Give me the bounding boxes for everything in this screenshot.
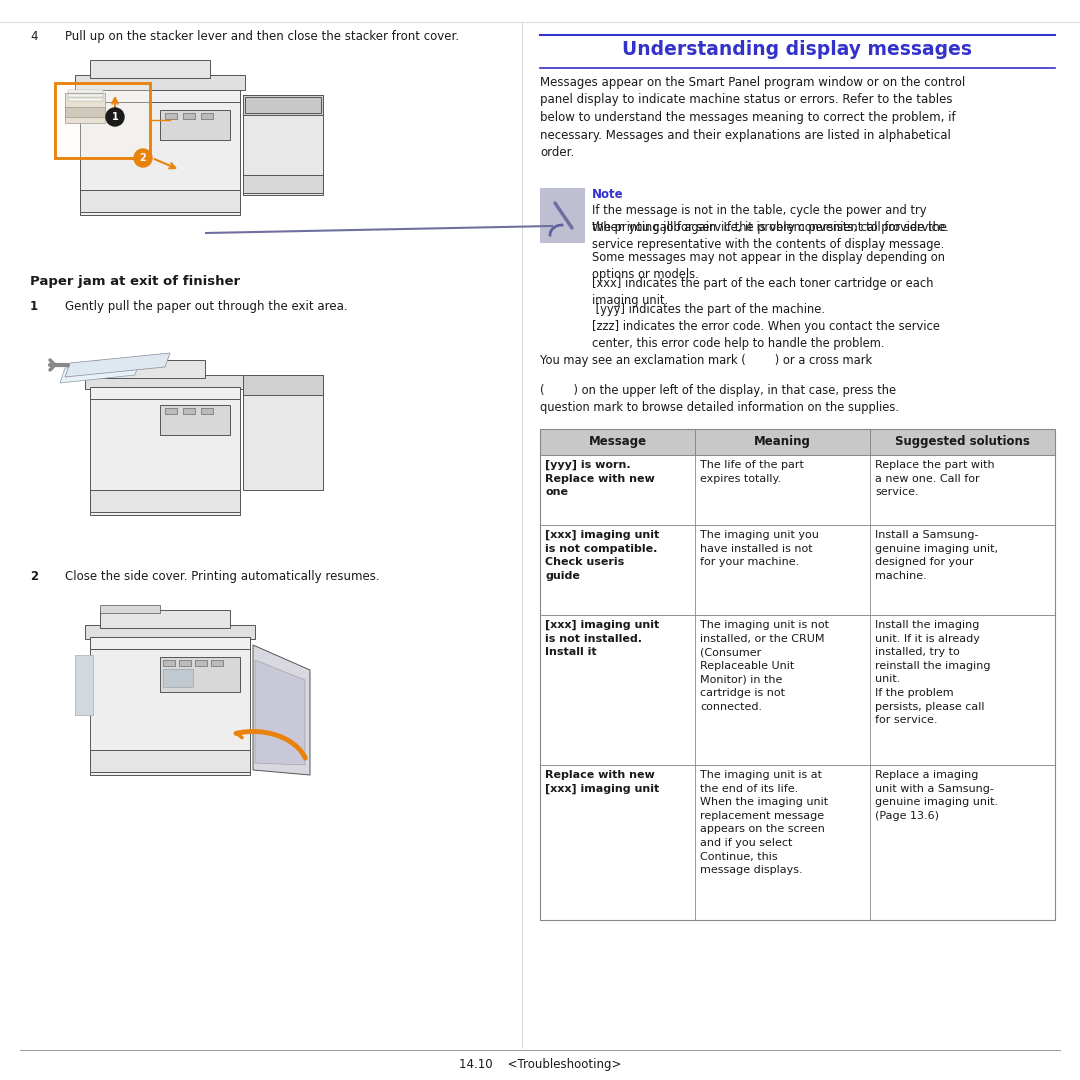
Bar xyxy=(165,408,177,414)
Bar xyxy=(211,660,222,666)
Text: Replace with new
[xxx] imaging unit: Replace with new [xxx] imaging unit xyxy=(545,770,659,794)
Text: Replace a imaging
unit with a Samsung-
genuine imaging unit.
(Page 13.6): Replace a imaging unit with a Samsung- g… xyxy=(875,770,998,821)
Bar xyxy=(243,95,323,114)
Circle shape xyxy=(106,108,124,126)
Bar xyxy=(243,175,323,193)
Bar xyxy=(160,405,230,435)
Text: Note: Note xyxy=(592,188,623,201)
Bar xyxy=(100,610,230,627)
Text: 2: 2 xyxy=(139,153,147,163)
Text: If the message is not in the table, cycle the power and try
the printing job aga: If the message is not in the table, cycl… xyxy=(592,204,948,233)
Bar xyxy=(90,387,240,399)
Text: Understanding display messages: Understanding display messages xyxy=(622,40,972,59)
Bar xyxy=(90,384,240,515)
Bar xyxy=(90,635,249,775)
Bar xyxy=(90,60,210,78)
Bar xyxy=(80,85,240,215)
Text: Messages appear on the Smart Panel program window or on the control
panel displa: Messages appear on the Smart Panel progr… xyxy=(540,76,966,159)
Text: (        ) on the upper left of the display, in that case, press the
question ma: ( ) on the upper left of the display, in… xyxy=(540,384,899,414)
Bar xyxy=(100,605,160,613)
Text: Paper jam at exit of finisher: Paper jam at exit of finisher xyxy=(30,275,240,288)
Text: 2: 2 xyxy=(30,570,38,583)
Bar xyxy=(195,660,207,666)
Bar xyxy=(90,750,249,772)
Bar xyxy=(540,615,1055,765)
Text: Replace the part with
a new one. Call for
service.: Replace the part with a new one. Call fo… xyxy=(875,460,995,497)
Text: [xxx] imaging unit
is not installed.
Install it: [xxx] imaging unit is not installed. Ins… xyxy=(545,620,659,658)
Bar xyxy=(68,94,103,97)
Text: Pull up on the stacker lever and then close the stacker front cover.: Pull up on the stacker lever and then cl… xyxy=(65,30,459,43)
Text: You may see an exclamation mark (        ) or a cross mark: You may see an exclamation mark ( ) or a… xyxy=(540,354,873,367)
Text: Meaning: Meaning xyxy=(754,435,811,448)
Bar xyxy=(85,375,245,389)
Bar xyxy=(163,660,175,666)
Text: [zzz] indicates the error code. When you contact the service
center, this error : [zzz] indicates the error code. When you… xyxy=(592,320,940,350)
Text: [xxx] imaging unit
is not compatible.
Check useris
guide: [xxx] imaging unit is not compatible. Ch… xyxy=(545,530,659,581)
Text: [yyy] is worn.
Replace with new
one: [yyy] is worn. Replace with new one xyxy=(545,460,654,498)
Bar xyxy=(540,429,1055,920)
Text: Message: Message xyxy=(589,435,647,448)
Text: Gently pull the paper out through the exit area.: Gently pull the paper out through the ex… xyxy=(65,300,348,313)
Text: [yyy] indicates the part of the machine.: [yyy] indicates the part of the machine. xyxy=(592,303,825,316)
Bar xyxy=(245,97,321,113)
Polygon shape xyxy=(60,360,140,383)
Bar xyxy=(85,90,240,102)
Bar xyxy=(55,83,150,158)
Text: Install a Samsung-
genuine imaging unit,
designed for your
machine.: Install a Samsung- genuine imaging unit,… xyxy=(875,530,998,581)
Bar xyxy=(90,490,240,512)
Bar xyxy=(243,375,323,395)
Text: [xxx] indicates the part of the each toner cartridge or each
imaging unit.: [xxx] indicates the part of the each ton… xyxy=(592,276,933,307)
Text: The imaging unit you
have installed is not
for your machine.: The imaging unit you have installed is n… xyxy=(700,530,819,567)
Text: 4: 4 xyxy=(30,30,38,43)
Bar xyxy=(540,188,585,243)
Circle shape xyxy=(134,149,152,167)
Bar xyxy=(75,75,245,90)
Bar xyxy=(540,525,1055,615)
Bar xyxy=(85,625,255,639)
Polygon shape xyxy=(65,353,170,377)
Text: 1: 1 xyxy=(30,300,38,313)
Text: The imaging unit is not
installed, or the CRUM
(Consumer
Replaceable Unit
Monito: The imaging unit is not installed, or th… xyxy=(700,620,829,712)
Bar xyxy=(183,113,195,119)
Bar xyxy=(90,637,249,649)
Bar xyxy=(165,113,177,119)
Text: The life of the part
expires totally.: The life of the part expires totally. xyxy=(700,460,804,484)
Bar xyxy=(540,765,1055,920)
Text: When you call for service, it is very convenient to provide the
service represen: When you call for service, it is very co… xyxy=(592,221,947,251)
Bar xyxy=(163,669,193,687)
Text: Some messages may not appear in the display depending on
options or models.: Some messages may not appear in the disp… xyxy=(592,251,945,281)
Bar xyxy=(55,83,150,158)
Bar xyxy=(160,110,230,140)
Text: 14.10    <Troubleshooting>: 14.10 <Troubleshooting> xyxy=(459,1058,621,1071)
Bar xyxy=(540,455,1055,525)
Bar xyxy=(201,408,213,414)
Polygon shape xyxy=(253,645,310,775)
Bar xyxy=(65,107,105,117)
Bar xyxy=(183,408,195,414)
Bar xyxy=(540,429,1055,455)
Text: Suggested solutions: Suggested solutions xyxy=(895,435,1030,448)
Bar xyxy=(243,375,323,490)
Text: Close the side cover. Printing automatically resumes.: Close the side cover. Printing automatic… xyxy=(65,570,380,583)
Bar xyxy=(95,360,205,378)
Bar xyxy=(243,95,323,195)
Bar xyxy=(68,98,103,102)
Bar xyxy=(160,657,240,692)
Bar xyxy=(80,190,240,212)
Text: Install the imaging
unit. If it is already
installed, try to
reinstall the imagi: Install the imaging unit. If it is alrea… xyxy=(875,620,990,725)
Bar xyxy=(75,654,93,715)
Bar xyxy=(179,660,191,666)
Text: 1: 1 xyxy=(111,112,119,122)
Text: The imaging unit is at
the end of its life.
When the imaging unit
replacement me: The imaging unit is at the end of its li… xyxy=(700,770,828,875)
Polygon shape xyxy=(255,660,305,765)
Bar xyxy=(201,113,213,119)
Bar xyxy=(65,93,105,123)
Bar xyxy=(68,90,103,93)
